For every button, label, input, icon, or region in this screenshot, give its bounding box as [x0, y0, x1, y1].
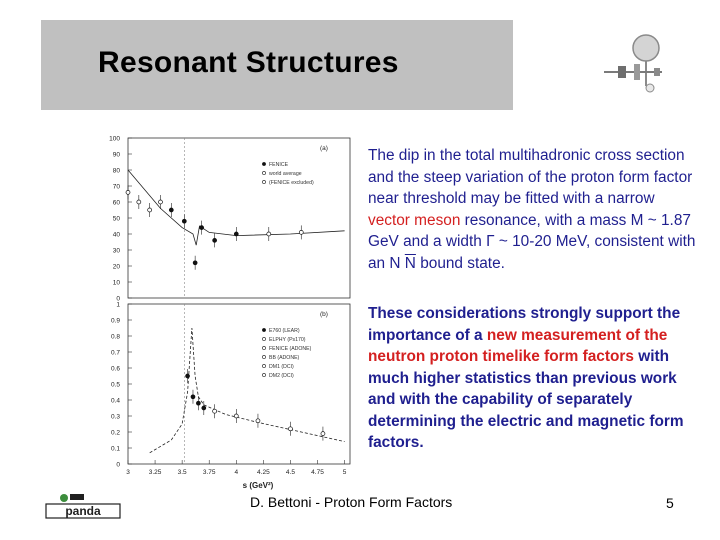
top-data-point [136, 199, 142, 205]
top-legend-label: FENICE [269, 162, 289, 168]
bottom-legend-marker [262, 328, 266, 332]
top-fit-curve [127, 169, 345, 246]
bottom-legend-marker [262, 373, 266, 377]
bottom-data-point [212, 408, 217, 414]
xtick-label: 3.75 [203, 469, 216, 476]
bottom-data-point [255, 418, 261, 424]
bottom-legend-label: ELPHY (Ps170) [269, 337, 306, 343]
bottom-legend-marker [262, 346, 266, 350]
xtick-label: 3.5 [178, 469, 187, 476]
bottom-ytick-label: 0.6 [111, 366, 120, 373]
bottom-legend-marker [262, 337, 266, 341]
xtick-label: 5 [343, 469, 347, 476]
top-data-point [298, 230, 304, 235]
top-ytick-label: 100 [109, 136, 120, 143]
xtick-label: 4.25 [257, 469, 270, 476]
bottom-fit-curve [149, 327, 345, 454]
bottom-ytick-label: 0.5 [111, 382, 120, 389]
xtick-label: 4.75 [311, 469, 324, 476]
bottom-legend-label: FENICE (ADONE) [269, 346, 312, 352]
bottom-data-point [201, 405, 207, 411]
bottom-ytick-label: 0.1 [111, 446, 120, 453]
bottom-ytick-label: 0 [116, 462, 120, 469]
detector-icon [604, 34, 662, 93]
bottom-data-point [233, 413, 239, 419]
panda-logo: panda [45, 494, 121, 519]
top-legend-marker [262, 180, 266, 184]
bottom-panel-label: (b) [320, 311, 328, 318]
top-data-point [233, 231, 239, 237]
bottom-data-point [190, 394, 196, 400]
top-panel-frame [127, 137, 351, 299]
top-legend-label: (FENICE excluded) [269, 180, 314, 186]
bottom-ytick-label: 0.2 [111, 430, 120, 437]
bottom-ytick-label: 0.3 [111, 414, 120, 421]
top-ytick-label: 90 [113, 152, 121, 159]
top-ytick-label: 60 [113, 200, 121, 207]
top-data-point [147, 207, 153, 213]
xtick-label: 4.5 [286, 469, 295, 476]
top-data-point [266, 231, 272, 237]
top-legend-label: world average [269, 171, 302, 177]
paragraph-considerations: These considerations strongly support th… [368, 305, 684, 451]
bottom-legend-label: BB (ADONE) [269, 355, 300, 361]
bottom-legend-label: DM1 (DCI) [269, 364, 294, 370]
bottom-ytick-label: 0.4 [111, 398, 120, 405]
bottom-legend-marker [262, 355, 266, 359]
top-ytick-label: 70 [113, 184, 121, 191]
bottom-legend-label: E760 (LEAR) [269, 328, 300, 334]
xtick-label: 3 [126, 469, 130, 476]
xtick-label: 3.25 [149, 469, 162, 476]
top-ytick-label: 20 [113, 264, 121, 271]
bottom-ytick-label: 0.8 [111, 334, 120, 341]
top-ytick-label: 10 [113, 280, 121, 287]
top-ytick-label: 80 [113, 168, 121, 175]
title-background [41, 20, 513, 110]
top-data-point [125, 190, 131, 195]
top-data-point [192, 260, 198, 266]
xtick-label: 4 [234, 469, 238, 476]
footer-text: D. Bettoni - Proton Form Factors [250, 494, 453, 510]
page-number: 5 [666, 495, 674, 511]
top-ytick-label: 30 [113, 248, 121, 255]
x-axis-label: s (GeV²) [243, 481, 274, 490]
top-data-point [199, 225, 204, 230]
bottom-data-point [288, 426, 293, 432]
top-ytick-label: 50 [113, 216, 121, 223]
bottom-data-point [185, 373, 190, 379]
top-panel-label: (a) [320, 145, 328, 152]
top-data-point [181, 218, 187, 224]
paragraph-dip: The dip in the total multihadronic cross… [368, 147, 696, 272]
bottom-ytick-label: 1 [116, 302, 120, 309]
top-data-point [168, 207, 174, 213]
bottom-ytick-label: 0.7 [111, 350, 120, 357]
bottom-data-point [320, 431, 326, 436]
bottom-legend-marker [262, 364, 266, 368]
top-ytick-label: 40 [113, 232, 121, 239]
top-legend-marker [262, 171, 266, 175]
top-legend-marker [262, 162, 266, 166]
top-ytick-label: 0 [116, 296, 120, 303]
slide-title: Resonant Structures [98, 46, 399, 79]
bottom-data-point [196, 400, 201, 406]
top-data-point [158, 199, 163, 205]
bottom-ytick-label: 0.9 [111, 318, 120, 325]
bottom-panel-frame [127, 303, 351, 465]
bottom-legend-label: DM2 (DCI) [269, 373, 294, 379]
logo-text: panda [65, 504, 101, 518]
top-data-point [212, 238, 217, 243]
